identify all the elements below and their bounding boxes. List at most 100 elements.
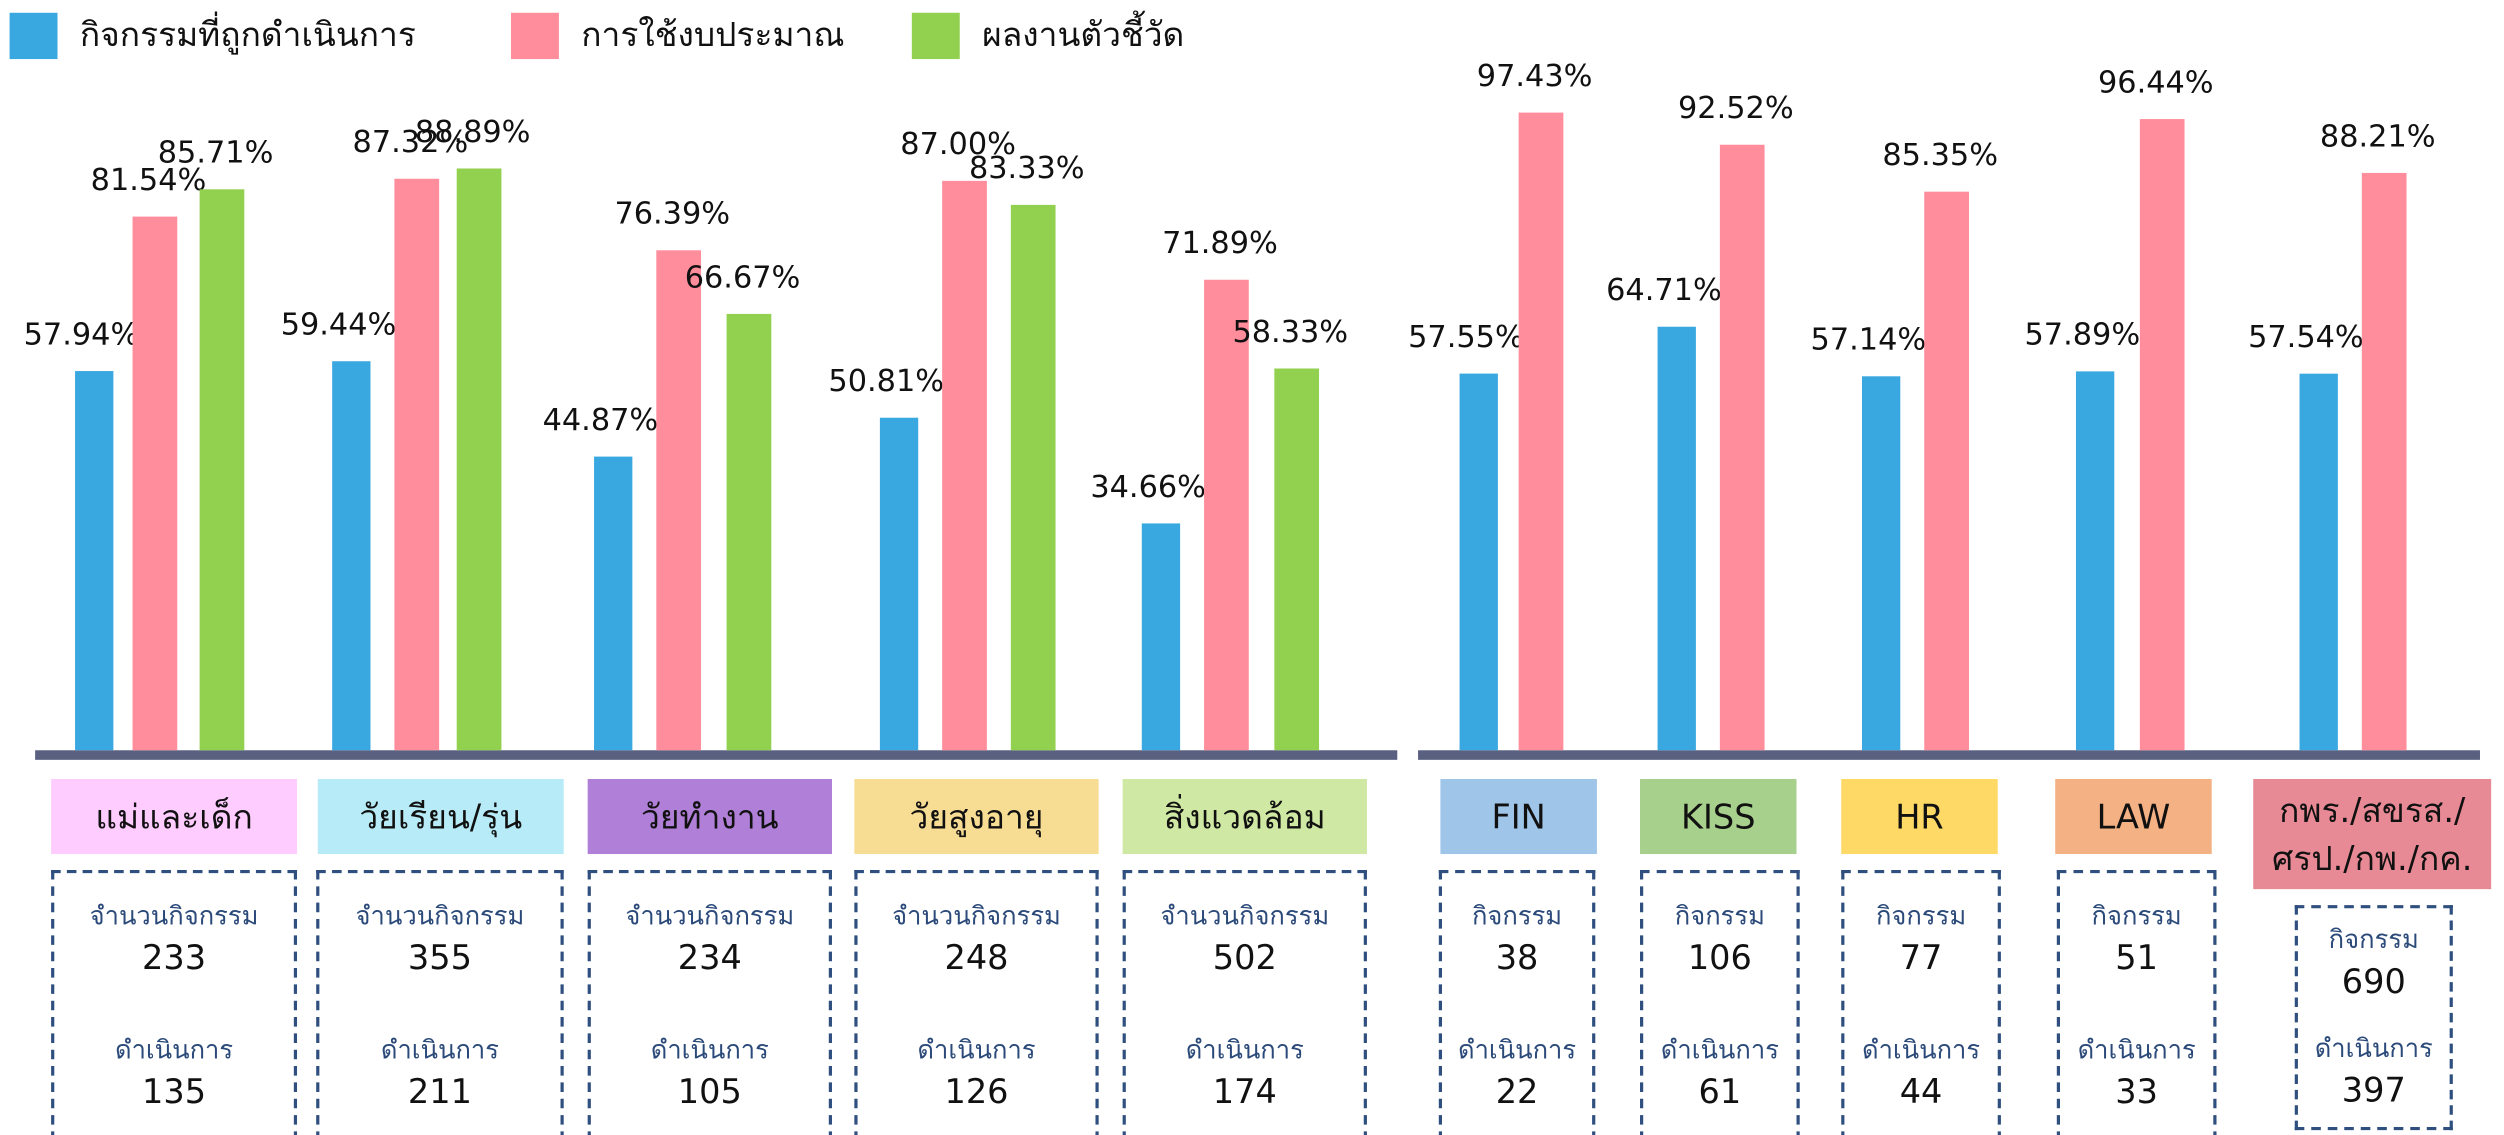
count-value: 248: [944, 938, 1009, 977]
info-box: จำนวนกิจกรรม 234 ดำเนินการ 105: [587, 869, 832, 1135]
bar: [1204, 279, 1249, 751]
info-box: กิจกรรม 106 ดำเนินการ 61: [1640, 869, 1800, 1135]
category-label: LAW: [2055, 778, 2212, 855]
value-label: 59.44%: [281, 308, 397, 343]
done-value: 44: [1899, 1072, 1943, 1112]
done-value: 211: [407, 1072, 472, 1112]
bar: [1518, 112, 1564, 751]
value-label: 85.71%: [158, 136, 274, 171]
value-label: 44.87%: [543, 403, 659, 438]
bar: [394, 178, 440, 751]
done-label: ดำเนินการ: [1185, 1034, 1304, 1065]
value-label: 88.21%: [2320, 119, 2436, 154]
value-label: 57.94%: [24, 317, 140, 352]
done-label: ดำเนินการ: [1457, 1034, 1577, 1065]
value-label: 66.67%: [685, 260, 801, 295]
value-label: 87.32%: [353, 125, 469, 160]
count-label: กิจกรรม: [1674, 900, 1765, 931]
done-value: 61: [1698, 1072, 1742, 1112]
bar: [1274, 368, 1320, 751]
count-label: กิจกรรม: [2091, 900, 2182, 931]
done-value: 33: [2115, 1072, 2158, 1112]
legend-swatch: [511, 12, 559, 60]
info-box: จำนวนกิจกรรม 233 ดำเนินการ 135: [51, 869, 298, 1135]
bar: [2139, 119, 2185, 751]
category-label: วัยสูงอายุ: [854, 778, 1099, 855]
bar: [1924, 191, 1969, 751]
bar: [594, 456, 633, 751]
legend-swatch: [9, 12, 58, 60]
bar: [1459, 373, 1498, 751]
value-label: 64.71%: [1606, 273, 1722, 308]
count-value: 502: [1212, 938, 1277, 977]
category-label: KISS: [1640, 778, 1797, 855]
bar: [1719, 144, 1765, 751]
done-label: ดำเนินการ: [1861, 1034, 1981, 1065]
done-label: ดำเนินการ: [380, 1034, 500, 1065]
count-label: กิจกรรม: [1875, 900, 1967, 931]
count-value: 106: [1687, 938, 1752, 977]
done-value: 22: [1495, 1072, 1539, 1112]
legend-label: การใช้งบประมาณ: [581, 15, 844, 54]
done-label: ดำเนินการ: [650, 1034, 769, 1065]
value-label: 57.54%: [2248, 320, 2364, 355]
count-value: 690: [2341, 962, 2406, 1001]
category-label: HR: [1841, 778, 1998, 855]
baseline: [1418, 750, 2480, 760]
bar: [2361, 172, 2407, 751]
count-label: จำนวนกิจกรรม: [89, 900, 259, 931]
done-value: 174: [1212, 1072, 1277, 1112]
done-value: 105: [677, 1072, 742, 1112]
baseline: [35, 750, 1398, 760]
count-value: 233: [142, 938, 207, 977]
count-value: 355: [407, 938, 472, 977]
category-label: วัยทำงาน: [587, 778, 832, 855]
bar: [726, 313, 772, 751]
value-label: 85.35%: [1882, 138, 1998, 173]
count-label: จำนวนกิจกรรม: [1160, 900, 1330, 931]
info-box: จำนวนกิจกรรม 355 ดำเนินการ 211: [316, 869, 564, 1135]
legend-label: ผลงานตัวชี้วัด: [982, 10, 1184, 54]
done-value: 397: [2341, 1071, 2406, 1110]
done-value: 126: [944, 1072, 1009, 1112]
done-label: ดำเนินการ: [2077, 1034, 2196, 1065]
done-label: ดำเนินการ: [2314, 1032, 2433, 1064]
value-label: 97.43%: [1477, 59, 1593, 94]
bar: [942, 180, 987, 751]
value-label: 76.39%: [614, 197, 730, 232]
bar: [656, 250, 702, 751]
bar: [2299, 373, 2338, 751]
count-value: 51: [2115, 938, 2158, 977]
count-label: จำนวนกิจกรรม: [625, 900, 795, 931]
value-label: 81.54%: [91, 163, 207, 198]
count-label: กิจกรรม: [2328, 924, 2419, 955]
category-label: กพร./สขรส./ ศรป./กพ./กค.: [2253, 778, 2492, 890]
bar: [132, 216, 178, 751]
bar: [879, 417, 919, 751]
info-box: จำนวนกิจกรรม 248 ดำเนินการ 126: [854, 869, 1099, 1135]
value-label: 88.89%: [415, 115, 531, 150]
bar: [75, 371, 114, 751]
value-label: 83.33%: [969, 151, 1085, 186]
count-value: 38: [1495, 938, 1539, 977]
value-label: 57.55%: [1408, 320, 1524, 355]
category-label: แม่และเด็ก: [51, 778, 298, 855]
bar: [1861, 376, 1901, 751]
count-label: จำนวนกิจกรรม: [892, 900, 1061, 931]
bar: [456, 168, 502, 751]
value-label: 71.89%: [1162, 226, 1278, 261]
info-box: จำนวนกิจกรรม 502 ดำเนินการ 174: [1122, 869, 1367, 1135]
bar: [332, 361, 371, 751]
count-label: จำนวนกิจกรรม: [355, 900, 525, 931]
value-label: 50.81%: [828, 364, 944, 399]
value-label: 87.00%: [900, 127, 1016, 162]
count-value: 234: [677, 938, 742, 977]
bar: [1010, 204, 1056, 751]
legend-label: กิจกรรมที่ถูกดำเนินการ: [80, 11, 416, 55]
info-box: กิจกรรม 38 ดำเนินการ 22: [1438, 869, 1596, 1135]
info-box: กิจกรรม 690 ดำเนินการ 397: [2294, 905, 2453, 1131]
info-box: กิจกรรม 51 ดำเนินการ 33: [2056, 869, 2217, 1135]
done-label: ดำเนินการ: [114, 1034, 234, 1065]
count-value: 77: [1899, 938, 1943, 977]
